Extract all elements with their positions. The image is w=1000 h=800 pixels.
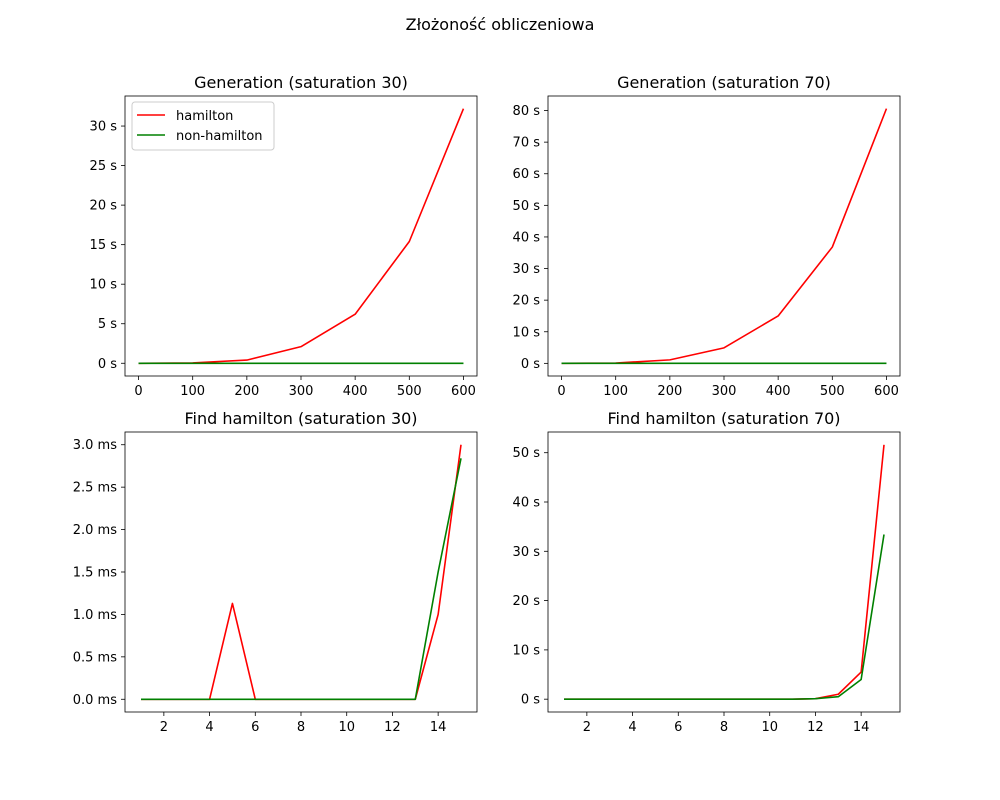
chart-3-axes-frame — [124, 431, 478, 713]
chart-2-ytick-label: 20 s — [513, 294, 541, 309]
chart-2-xtick-label: 400 — [766, 384, 791, 399]
chart-4: Find hamilton (saturation 70) 2 4 6 8 10 12 14 0… — [513, 409, 901, 735]
chart-1-ytick-label: 10 s — [90, 278, 118, 293]
chart-4-series-non-hamilton-line — [564, 534, 885, 700]
chart-3-ytick-label: 1.5 ms — [73, 566, 117, 581]
chart-3-ytick-label: 1.0 ms — [73, 608, 117, 623]
chart-3: Find hamilton (saturation 30) 2 4 6 8 10 12 14 0… — [73, 409, 478, 735]
chart-3-xtick-label: 6 — [251, 720, 259, 735]
chart-4-ytick-label: 0 s — [521, 693, 540, 708]
chart-2-ytick-label: 0 s — [521, 357, 540, 372]
chart-4-ytick-label: 30 s — [513, 545, 541, 560]
chart-1-xtick-label: 200 — [234, 384, 259, 399]
chart-3-series-non-hamilton-line — [141, 458, 462, 701]
chart-3-ytick-label: 0.5 ms — [73, 650, 117, 665]
chart-1-legend: hamilton non-hamilton — [131, 101, 275, 151]
chart-3-xtick-label: 2 — [160, 720, 168, 735]
chart-2-ytick-label: 80 s — [513, 104, 541, 119]
chart-2-xtick-label: 0 — [557, 384, 565, 399]
chart-1-xtick-label: 300 — [289, 384, 314, 399]
chart-4-xtick-label: 12 — [807, 720, 824, 735]
chart-3-xtick-label: 8 — [297, 720, 305, 735]
chart-1-xtick-label: 500 — [397, 384, 422, 399]
chart-4-xtick-label: 4 — [628, 720, 636, 735]
chart-4-axes-frame — [547, 431, 901, 713]
chart-3-ytick-label: 2.5 ms — [73, 481, 117, 496]
chart-1-axes-frame — [124, 95, 478, 377]
subplots: Generation (saturation 30)0 100 200 300 400 5… — [73, 73, 901, 735]
chart-3-ytick-label: 3.0 ms — [73, 438, 117, 453]
chart-4-xtick-label: 2 — [583, 720, 591, 735]
chart-2-xtick-label: 300 — [712, 384, 737, 399]
chart-2-ytick-label: 30 s — [513, 262, 541, 277]
chart-4-xtick-label: 10 — [761, 720, 778, 735]
chart-1: Generation (saturation 30) 0 100 200 300 400 5… — [90, 73, 478, 399]
chart-3-xtick-label: 14 — [430, 720, 447, 735]
chart-4-ytick-label: 20 s — [513, 594, 541, 609]
chart-1-xtick-label: 600 — [451, 384, 476, 399]
chart-2-axes-frame — [547, 95, 901, 377]
chart-2-ytick-label: 60 s — [513, 167, 541, 182]
chart-2: Generation (saturation 70) 0 100 200 300 400 5… — [513, 73, 901, 399]
chart-1-xtick-label: 400 — [343, 384, 368, 399]
chart-2-ytick-label: 70 s — [513, 136, 541, 151]
chart-1-ytick-label: 15 s — [90, 238, 118, 253]
chart-3-xtick-label: 10 — [338, 720, 355, 735]
chart-1-legend-label: non-hamilton — [176, 129, 263, 144]
chart-2-xtick-label: 200 — [657, 384, 682, 399]
chart-4-title: Find hamilton (saturation 70) — [607, 409, 840, 428]
chart-2-ytick-label: 10 s — [513, 325, 541, 340]
chart-1-ytick-label: 30 s — [90, 120, 118, 135]
chart-3-xtick-label: 12 — [384, 720, 401, 735]
chart-2-xtick-label: 100 — [603, 384, 628, 399]
chart-4-xtick-label: 14 — [853, 720, 870, 735]
figure-suptitle: Złożoność obliczeniowa — [406, 15, 595, 34]
chart-4-xtick-label: 8 — [720, 720, 728, 735]
chart-2-xtick-label: 600 — [874, 384, 899, 399]
chart-1-ytick-label: 20 s — [90, 199, 118, 214]
chart-1-xtick-label: 0 — [134, 384, 142, 399]
chart-1-ytick-label: 0 s — [98, 357, 117, 372]
chart-1-title: Generation (saturation 30) — [194, 73, 408, 92]
chart-4-ytick-label: 10 s — [513, 643, 541, 658]
chart-1-legend-box — [131, 101, 275, 151]
chart-3-xtick-label: 4 — [205, 720, 213, 735]
chart-3-ytick-label: 2.0 ms — [73, 523, 117, 538]
chart-3-title: Find hamilton (saturation 30) — [184, 409, 417, 428]
chart-1-xtick-label: 100 — [180, 384, 205, 399]
chart-1-ytick-label: 5 s — [98, 317, 117, 332]
chart-2-xtick-label: 500 — [820, 384, 845, 399]
chart-2-ytick-label: 50 s — [513, 199, 541, 214]
chart-1-ytick-label: 25 s — [90, 159, 118, 174]
chart-4-xtick-label: 6 — [674, 720, 682, 735]
chart-4-ytick-label: 40 s — [513, 496, 541, 511]
chart-3-ytick-label: 0.0 ms — [73, 693, 117, 708]
chart-4-ytick-label: 50 s — [513, 446, 541, 461]
chart-2-title: Generation (saturation 70) — [617, 73, 831, 92]
chart-2-ytick-label: 40 s — [513, 230, 541, 245]
chart-1-legend-label: hamilton — [176, 109, 233, 124]
